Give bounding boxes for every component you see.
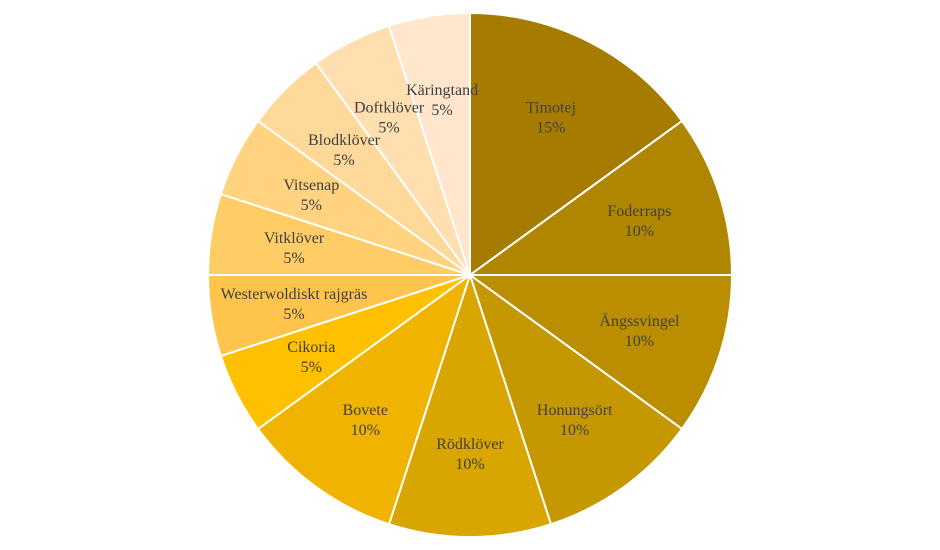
pie-slice-timotej xyxy=(469,11,684,277)
slice-category-label: Blodklöver xyxy=(308,132,381,149)
slice-label-vitsenap: Vitsenap 5% xyxy=(283,177,339,214)
slice-value-label: 5% xyxy=(283,250,304,267)
slice-value-label: 15% xyxy=(536,119,565,136)
slice-category-label: Bovete xyxy=(343,402,388,419)
slice-category-label: Timotej xyxy=(526,99,576,116)
slice-label-doftklover: Doftklöver 5% xyxy=(354,99,425,136)
pie-slice-honungsort xyxy=(468,272,684,526)
slice-category-label: Vitklöver xyxy=(264,230,325,247)
pie-slice-foderraps xyxy=(466,119,734,276)
slice-label-angssvingel: Ängssvingel 10% xyxy=(599,312,680,350)
pie-slice-bovete xyxy=(256,272,472,526)
slice-value-label: 5% xyxy=(283,306,304,323)
slice-label-westerwoldiskt-rajgras: Westerwoldiskt rajgräs 5% xyxy=(221,286,368,323)
slice-label-vitklover: Vitklöver 5% xyxy=(264,230,325,267)
slice-value-label: 5% xyxy=(301,359,322,376)
labels-layer: Timotej15%Foderraps10%Ängssvingel10%Honu… xyxy=(221,82,680,473)
slice-label-blodklover: Blodklöver 5% xyxy=(308,132,381,169)
slice-category-label: Rödklöver xyxy=(436,436,504,453)
slice-value-label: 10% xyxy=(625,333,654,350)
slice-label-karingtand: Käringtand 5% xyxy=(406,82,478,119)
slice-value-label: 5% xyxy=(378,119,399,136)
slice-category-label: Cikoria xyxy=(287,339,335,356)
slices-layer xyxy=(206,11,734,538)
pie-slice-karingtand xyxy=(387,11,471,276)
slice-label-foderraps: Foderraps 10% xyxy=(607,203,671,240)
slice-category-label: Honungsört xyxy=(537,402,613,419)
slice-value-label: 10% xyxy=(560,422,589,439)
slice-category-label: Käringtand xyxy=(406,82,478,99)
slice-label-honungsort: Honungsört 10% xyxy=(537,402,613,439)
slice-label-bovete: Bovete 10% xyxy=(343,402,388,439)
pie-slice-angssvingel xyxy=(466,274,734,431)
slice-category-label: Doftklöver xyxy=(354,99,425,116)
slice-value-label: 5% xyxy=(431,102,452,119)
slice-value-label: 10% xyxy=(455,456,484,473)
slice-category-label: Foderraps xyxy=(607,203,671,220)
slice-category-label: Westerwoldiskt rajgräs xyxy=(221,286,368,303)
slice-category-label: Vitsenap xyxy=(283,177,339,194)
slice-label-timotej: Timotej 15% xyxy=(526,99,576,136)
slice-category-label: Ängssvingel xyxy=(599,312,680,330)
slice-value-label: 5% xyxy=(333,152,354,169)
pie-slice-rodklover xyxy=(387,271,553,538)
slice-value-label: 10% xyxy=(351,422,380,439)
slice-label-rodklover: Rödklöver 10% xyxy=(436,436,504,473)
slice-label-cikoria: Cikoria 5% xyxy=(287,339,335,376)
slice-value-label: 5% xyxy=(301,197,322,214)
slice-value-label: 10% xyxy=(625,223,654,240)
